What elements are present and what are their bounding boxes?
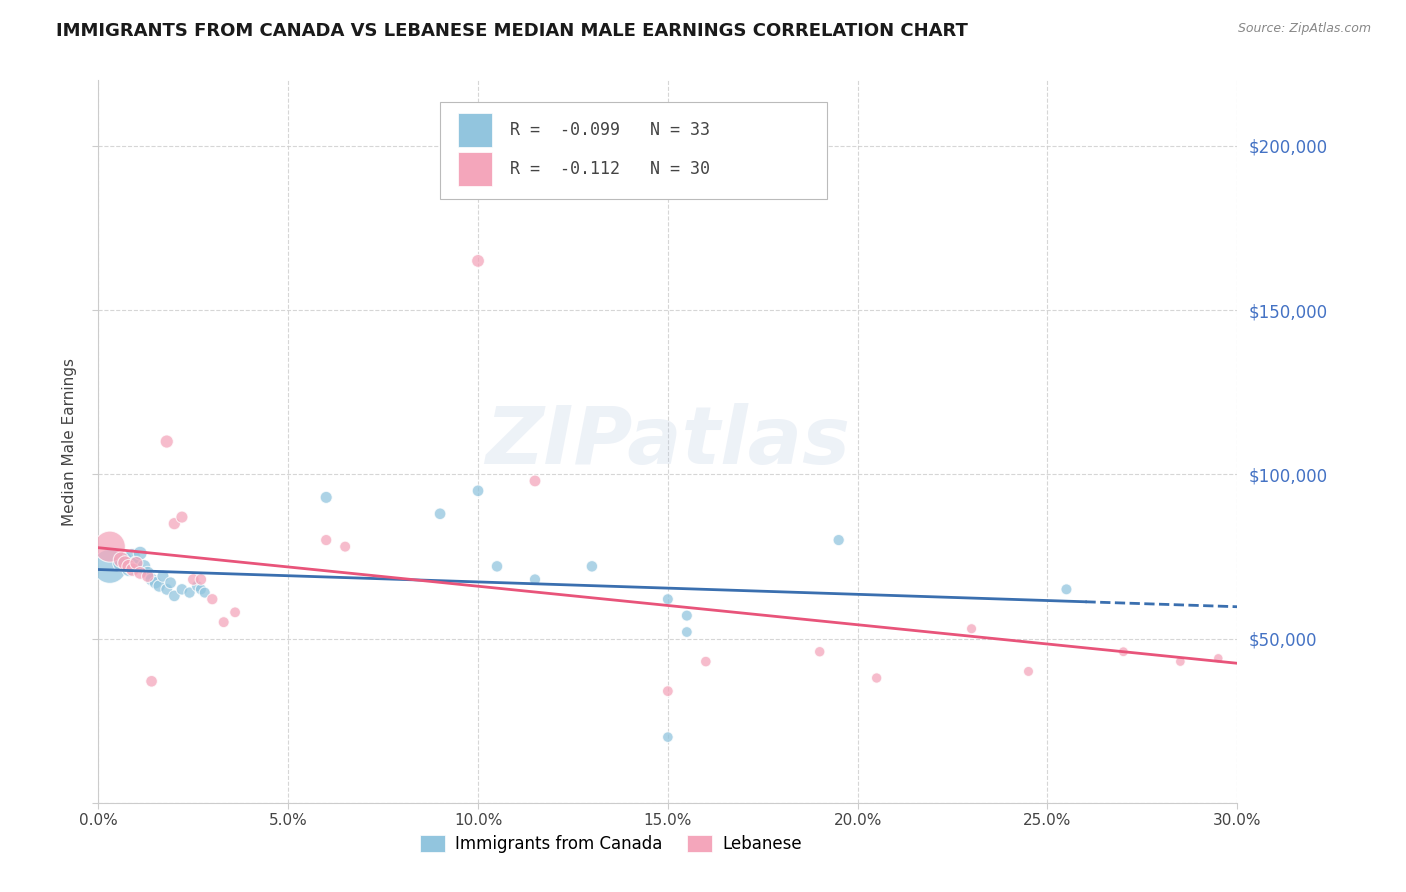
Y-axis label: Median Male Earnings: Median Male Earnings bbox=[62, 358, 77, 525]
Point bbox=[129, 546, 152, 560]
Point bbox=[1208, 651, 1230, 665]
Point bbox=[1018, 665, 1040, 679]
Text: IMMIGRANTS FROM CANADA VS LEBANESE MEDIAN MALE EARNINGS CORRELATION CHART: IMMIGRANTS FROM CANADA VS LEBANESE MEDIA… bbox=[56, 22, 969, 40]
Point bbox=[121, 549, 143, 564]
Point bbox=[118, 559, 141, 574]
Point bbox=[98, 540, 121, 554]
Point bbox=[136, 566, 159, 580]
Point bbox=[315, 533, 337, 547]
Point bbox=[145, 575, 167, 590]
Text: Source: ZipAtlas.com: Source: ZipAtlas.com bbox=[1237, 22, 1371, 36]
Point bbox=[486, 559, 509, 574]
Point bbox=[828, 533, 851, 547]
Point bbox=[110, 553, 132, 567]
Point bbox=[194, 585, 217, 599]
Point bbox=[1112, 645, 1135, 659]
Point bbox=[114, 553, 136, 567]
Point bbox=[224, 605, 246, 619]
FancyBboxPatch shape bbox=[458, 152, 492, 186]
Point bbox=[657, 684, 679, 698]
Point bbox=[136, 569, 159, 583]
Point bbox=[186, 579, 208, 593]
FancyBboxPatch shape bbox=[458, 112, 492, 147]
Point bbox=[163, 589, 186, 603]
Text: R =  -0.112   N = 30: R = -0.112 N = 30 bbox=[509, 161, 710, 178]
Point bbox=[201, 592, 224, 607]
Point bbox=[212, 615, 235, 630]
Point bbox=[114, 556, 136, 570]
Point bbox=[179, 585, 201, 599]
Point bbox=[467, 253, 489, 268]
Point bbox=[159, 575, 181, 590]
Point bbox=[1056, 582, 1078, 597]
Point bbox=[148, 579, 170, 593]
Point bbox=[152, 569, 174, 583]
Text: ZIPatlas: ZIPatlas bbox=[485, 402, 851, 481]
Point bbox=[121, 563, 143, 577]
Point bbox=[183, 573, 205, 587]
Point bbox=[170, 510, 193, 524]
Point bbox=[141, 573, 163, 587]
Point bbox=[190, 582, 212, 597]
Point bbox=[657, 730, 679, 744]
Point bbox=[960, 622, 983, 636]
Point bbox=[1170, 655, 1192, 669]
Point bbox=[190, 573, 212, 587]
Point bbox=[156, 582, 179, 597]
Point bbox=[808, 645, 831, 659]
Point bbox=[98, 559, 121, 574]
Point bbox=[132, 559, 155, 574]
FancyBboxPatch shape bbox=[440, 102, 827, 200]
Point bbox=[170, 582, 193, 597]
Point bbox=[141, 674, 163, 689]
Point bbox=[125, 556, 148, 570]
Text: R =  -0.099   N = 33: R = -0.099 N = 33 bbox=[509, 121, 710, 139]
Point bbox=[866, 671, 889, 685]
Point bbox=[110, 556, 132, 570]
Point bbox=[676, 625, 699, 640]
Point bbox=[315, 491, 337, 505]
Point bbox=[156, 434, 179, 449]
Point bbox=[429, 507, 451, 521]
Point bbox=[163, 516, 186, 531]
Point bbox=[581, 559, 603, 574]
Point bbox=[524, 474, 547, 488]
Point bbox=[467, 483, 489, 498]
Point bbox=[676, 608, 699, 623]
Point bbox=[695, 655, 717, 669]
Point bbox=[125, 556, 148, 570]
Point bbox=[129, 566, 152, 580]
Legend: Immigrants from Canada, Lebanese: Immigrants from Canada, Lebanese bbox=[413, 828, 808, 860]
Point bbox=[335, 540, 357, 554]
Point bbox=[524, 573, 547, 587]
Point bbox=[118, 563, 141, 577]
Point bbox=[657, 592, 679, 607]
